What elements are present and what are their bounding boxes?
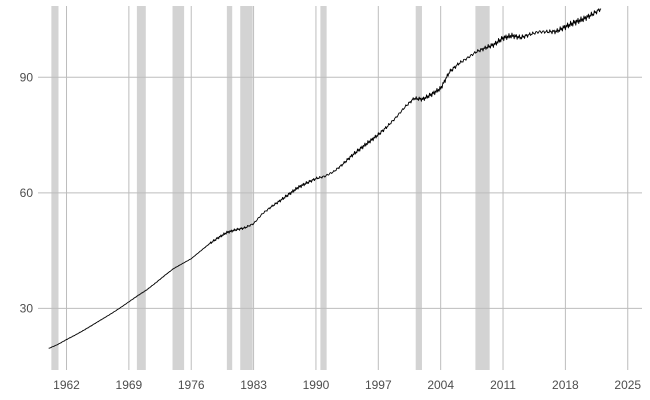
recession-bands — [51, 6, 490, 370]
y-axis-labels: 30 60 90 — [20, 70, 34, 315]
y-tick-label-30: 30 — [20, 301, 34, 315]
x-axis-labels: 1962 1969 1976 1983 1990 1997 2004 2011 2018 2025 — [53, 378, 641, 392]
recession-band-7 — [415, 6, 422, 370]
series-layer — [48, 8, 602, 349]
x-tick-label-2004: 2004 — [427, 378, 454, 392]
x-tick-label-1997: 1997 — [365, 378, 392, 392]
grid-lines — [38, 6, 642, 370]
x-tick-label-1976: 1976 — [178, 378, 205, 392]
recession-band-4 — [226, 6, 233, 370]
recession-band-3 — [172, 6, 185, 370]
recession-band-5 — [240, 6, 253, 370]
x-tick-label-1983: 1983 — [240, 378, 267, 392]
recession-band-1 — [51, 6, 59, 370]
x-tick-label-2011: 2011 — [490, 378, 516, 392]
x-tick-label-1962: 1962 — [53, 378, 80, 392]
series-line-1 — [48, 8, 602, 349]
recession-band-2 — [136, 6, 146, 370]
recession-band-8 — [475, 6, 490, 370]
y-tick-label-60: 60 — [20, 186, 34, 200]
x-tick-label-2025: 2025 — [614, 378, 641, 392]
x-tick-label-1990: 1990 — [303, 378, 330, 392]
x-tick-label-2018: 2018 — [552, 378, 579, 392]
x-tick-label-1969: 1969 — [116, 378, 143, 392]
y-tick-label-90: 90 — [20, 70, 34, 84]
recession-band-6 — [320, 6, 327, 370]
